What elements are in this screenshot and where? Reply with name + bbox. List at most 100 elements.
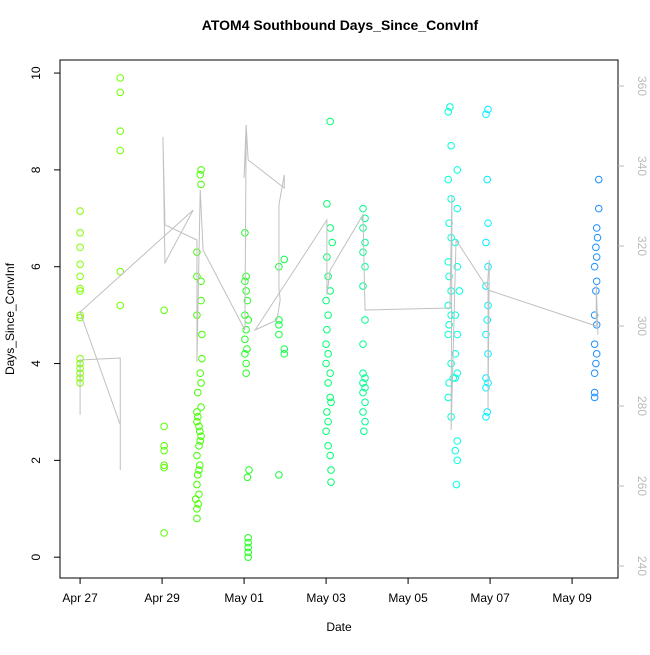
point [323, 408, 331, 416]
point [324, 417, 332, 426]
point [482, 330, 490, 339]
plot-frame [59, 59, 619, 579]
point [76, 207, 84, 215]
point [193, 412, 202, 421]
point [76, 287, 84, 295]
y-tick-label: 0 [29, 554, 43, 561]
point [592, 350, 601, 358]
point [361, 398, 369, 407]
point [326, 393, 334, 402]
point [280, 255, 289, 264]
point [160, 446, 168, 455]
point [590, 340, 599, 348]
point [76, 229, 84, 237]
point [483, 175, 492, 184]
x-tick-label: Apr 29 [144, 591, 180, 605]
point [455, 287, 464, 295]
point [322, 340, 330, 348]
point [280, 345, 289, 353]
point [359, 248, 367, 256]
point [244, 543, 252, 552]
point [446, 103, 454, 111]
point [193, 451, 201, 460]
point [116, 127, 125, 135]
point [195, 490, 203, 499]
point [241, 350, 249, 358]
point [482, 412, 490, 421]
point [451, 374, 460, 382]
point [197, 379, 205, 387]
point [324, 379, 332, 387]
point [193, 504, 201, 513]
point [449, 374, 457, 382]
point [196, 427, 204, 436]
point [444, 330, 453, 339]
point [193, 408, 201, 416]
point [243, 296, 252, 305]
point [193, 480, 201, 489]
y-tick-label: 10 [29, 66, 43, 80]
point [590, 311, 599, 319]
point [242, 287, 250, 295]
point [359, 379, 367, 387]
point [482, 374, 490, 382]
x-tick-label: Apr 27 [62, 591, 98, 605]
point [275, 330, 283, 339]
point [275, 471, 283, 479]
point [484, 105, 492, 114]
y2-tick-label: 340 [635, 156, 649, 176]
point [242, 369, 250, 378]
point [193, 514, 201, 523]
point [592, 359, 600, 368]
point [242, 272, 250, 281]
point [359, 388, 367, 397]
point [361, 316, 369, 324]
point [451, 311, 460, 319]
point [483, 316, 492, 324]
point [453, 166, 462, 174]
point [197, 296, 205, 305]
point [116, 267, 125, 276]
point [594, 175, 603, 184]
point [243, 345, 251, 353]
point [326, 451, 334, 460]
point [191, 495, 200, 503]
point [453, 369, 462, 378]
point [447, 141, 455, 150]
point [322, 359, 330, 368]
point [361, 262, 369, 271]
point [361, 214, 369, 223]
point [196, 170, 205, 179]
point [453, 204, 462, 213]
point [445, 272, 453, 281]
point [359, 282, 367, 290]
y-tick-label: 6 [29, 263, 43, 270]
point [193, 388, 202, 397]
point [592, 253, 601, 261]
point [194, 500, 202, 508]
point [193, 417, 201, 426]
point [197, 432, 205, 440]
point [280, 350, 289, 358]
x-tick-label: May 01 [224, 591, 264, 605]
point [76, 260, 84, 269]
y-axis-label: Days_Since_ConvInf [3, 262, 17, 375]
point [196, 369, 205, 378]
point [116, 301, 125, 310]
point [453, 456, 462, 465]
point [453, 262, 462, 271]
point [244, 548, 252, 557]
point [197, 180, 205, 189]
point [444, 108, 453, 116]
point [275, 316, 283, 324]
y2-tick-label: 320 [635, 236, 649, 256]
y2-tick-label: 240 [635, 556, 649, 576]
point [197, 277, 205, 286]
point [444, 393, 453, 402]
point [324, 311, 332, 319]
point [324, 350, 332, 358]
point [245, 466, 253, 474]
point [484, 219, 492, 227]
point [359, 408, 367, 416]
